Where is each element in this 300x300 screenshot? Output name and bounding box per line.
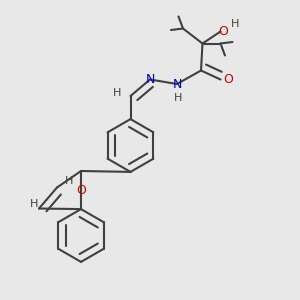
Text: N: N [172, 77, 182, 91]
Text: N: N [145, 73, 155, 86]
Text: H: H [30, 199, 39, 209]
Text: H: H [174, 92, 183, 103]
Text: H: H [231, 19, 240, 29]
Text: H: H [65, 176, 73, 187]
Text: O: O [223, 73, 233, 86]
Text: O: O [76, 184, 86, 197]
Text: H: H [113, 88, 121, 98]
Text: O: O [219, 25, 228, 38]
